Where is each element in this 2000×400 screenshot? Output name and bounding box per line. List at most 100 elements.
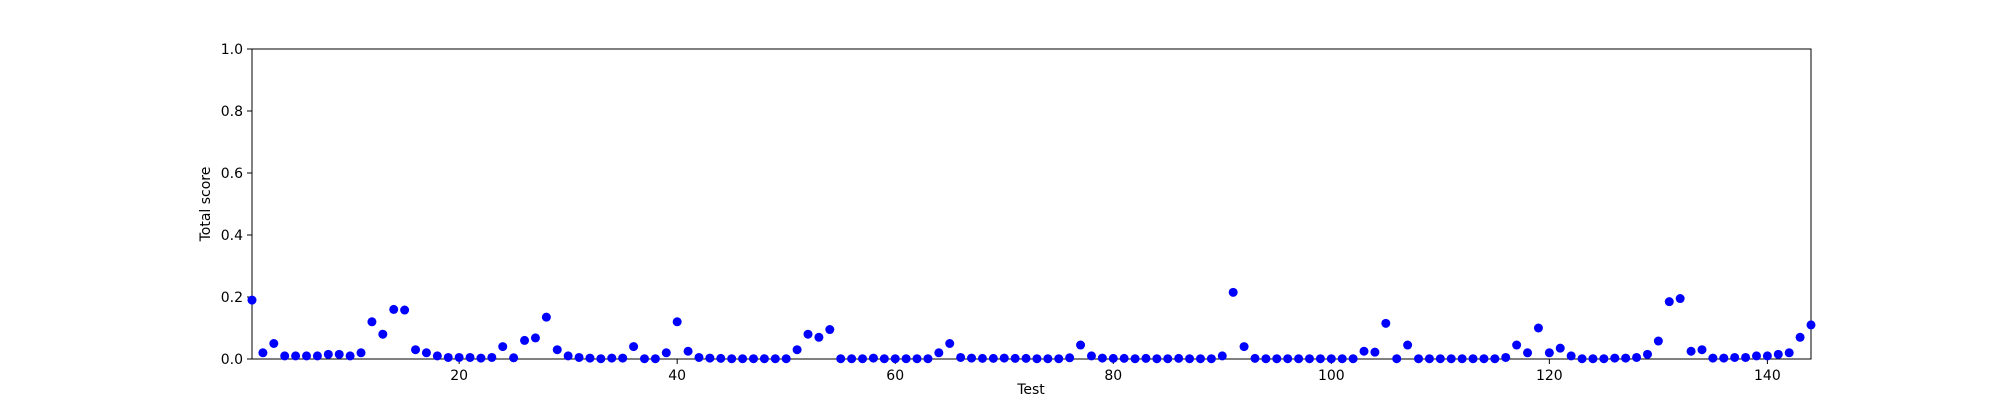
data-point	[574, 352, 584, 362]
data-point	[367, 317, 377, 327]
data-point	[650, 354, 660, 364]
y-tick-label: 0.0	[221, 352, 243, 368]
data-point	[792, 345, 802, 355]
y-tick-label: 0.6	[221, 166, 243, 182]
plot-area-border	[251, 48, 1812, 360]
data-point	[1435, 354, 1445, 364]
data-point	[661, 348, 671, 358]
data-point	[1621, 353, 1631, 363]
data-point	[1446, 354, 1456, 364]
data-point	[1424, 354, 1434, 364]
data-point	[1468, 354, 1478, 364]
data-point	[639, 354, 649, 364]
data-point	[454, 352, 464, 362]
y-axis-label: Total score	[198, 167, 214, 243]
data-point	[629, 342, 639, 352]
data-points	[247, 287, 1816, 364]
data-point	[988, 353, 998, 363]
data-point	[1043, 354, 1053, 364]
data-point	[443, 352, 453, 362]
data-point	[868, 353, 878, 363]
data-point	[530, 333, 540, 343]
data-point	[683, 346, 693, 356]
data-point	[563, 351, 573, 361]
data-point	[836, 354, 846, 364]
data-point	[890, 354, 900, 364]
data-point	[1610, 353, 1620, 363]
data-point	[1348, 354, 1358, 364]
data-point	[607, 353, 617, 363]
data-point	[1741, 352, 1751, 362]
data-point	[1337, 354, 1347, 364]
data-point	[1359, 346, 1369, 356]
y-tick-label: 0.4	[221, 228, 243, 244]
data-point	[1076, 340, 1086, 350]
data-point	[1272, 354, 1282, 364]
data-point	[356, 348, 366, 358]
data-point	[901, 354, 911, 364]
data-point	[1119, 353, 1129, 363]
data-point	[1294, 354, 1304, 364]
data-point	[1642, 349, 1652, 359]
data-point	[1773, 349, 1783, 359]
data-point	[1653, 336, 1663, 346]
data-point	[1588, 354, 1598, 364]
data-point	[1206, 354, 1216, 364]
data-point	[803, 329, 813, 339]
data-point	[476, 353, 486, 363]
data-point	[1577, 354, 1587, 364]
data-point	[1414, 354, 1424, 364]
data-point	[759, 354, 769, 364]
x-tick-label: 120	[1536, 368, 1563, 384]
data-point	[1751, 351, 1761, 361]
data-point	[1806, 320, 1816, 330]
data-point	[1021, 353, 1031, 363]
data-point	[945, 339, 955, 348]
data-point	[977, 353, 987, 363]
y-axis-ticks: 0.0 0.2 0.4 0.6 0.8 1.0	[221, 42, 252, 368]
data-point	[1392, 354, 1402, 364]
data-point	[956, 352, 966, 362]
data-point	[770, 354, 780, 364]
data-point	[1555, 343, 1565, 353]
x-tick-label: 20	[450, 368, 468, 384]
data-point	[1730, 352, 1740, 362]
data-point	[421, 348, 431, 358]
data-point	[1108, 353, 1118, 363]
data-point	[585, 353, 595, 363]
data-point	[934, 348, 944, 358]
data-point	[738, 354, 748, 364]
x-tick-label: 140	[1754, 368, 1781, 384]
data-point	[1195, 354, 1205, 364]
data-point	[879, 354, 889, 364]
data-point	[1010, 353, 1020, 363]
data-point	[1719, 353, 1729, 363]
data-point	[727, 354, 737, 364]
x-axis-label: Test	[1016, 382, 1045, 398]
data-point	[541, 312, 551, 322]
data-point	[465, 352, 475, 362]
data-point	[498, 342, 508, 352]
data-point	[432, 351, 442, 361]
data-point	[1533, 323, 1543, 333]
data-point	[247, 295, 257, 305]
data-point	[334, 349, 344, 359]
data-point	[858, 354, 868, 364]
data-point	[705, 353, 715, 363]
data-point	[1512, 340, 1522, 350]
data-point	[1686, 346, 1696, 356]
data-point	[1239, 342, 1249, 352]
x-tick-label: 40	[668, 368, 686, 384]
data-point	[1250, 353, 1260, 363]
data-point	[923, 354, 933, 364]
data-point	[1315, 354, 1325, 364]
data-point	[389, 304, 399, 314]
data-point	[1599, 354, 1609, 364]
data-point	[1479, 354, 1489, 364]
data-point	[999, 353, 1009, 363]
data-point	[1403, 340, 1413, 350]
data-point	[1054, 354, 1064, 364]
data-point	[323, 349, 333, 359]
data-point	[1097, 353, 1107, 363]
data-point	[618, 353, 628, 363]
